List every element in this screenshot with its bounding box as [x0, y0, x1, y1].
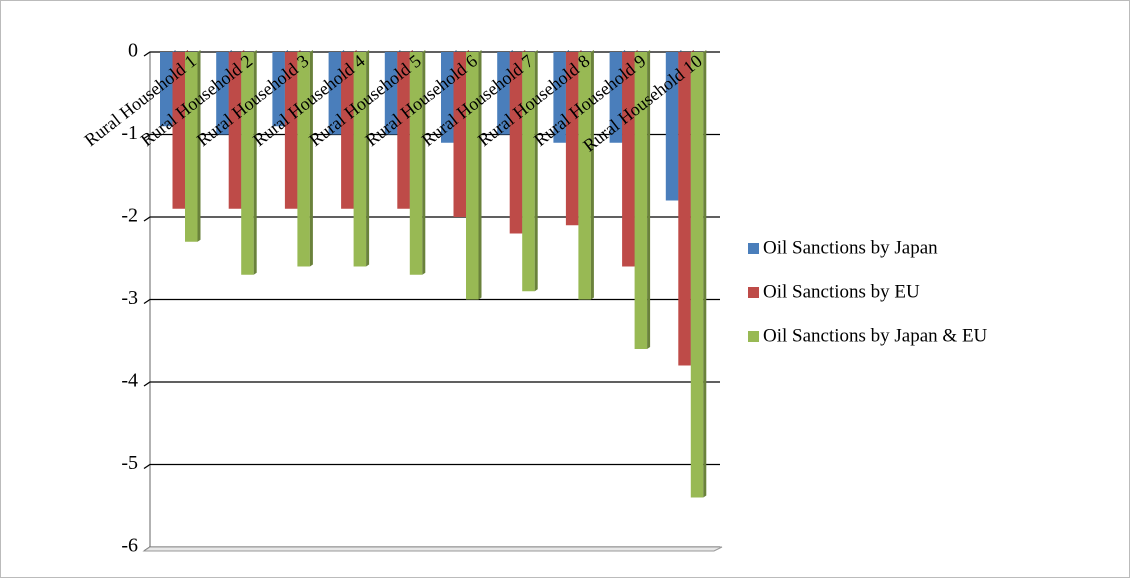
bar	[690, 50, 707, 498]
bar-front	[409, 52, 423, 275]
bar-front	[297, 52, 310, 267]
bar-front	[466, 52, 479, 300]
y-tick-label: -3	[121, 287, 138, 309]
bar-front	[622, 52, 635, 267]
bar-front	[553, 52, 566, 143]
bar	[353, 50, 370, 267]
bar-front	[228, 52, 242, 209]
bar-side	[253, 50, 257, 275]
y-tick-label: -5	[121, 452, 138, 474]
bar-front	[160, 52, 173, 127]
y-tick-label: -1	[121, 122, 138, 144]
legend-label: Oil Sanctions by Japan	[763, 237, 938, 258]
grid-line	[143, 463, 720, 470]
y-tick-label: 0	[128, 40, 138, 62]
bar-front	[441, 52, 454, 143]
bar	[578, 50, 594, 300]
y-tick-label: -4	[121, 370, 138, 392]
bar-side	[478, 50, 482, 300]
bar-side	[703, 50, 707, 498]
bar-front	[634, 52, 648, 349]
bar-front	[172, 52, 185, 209]
bar-side	[422, 50, 426, 275]
bar-front	[241, 52, 254, 275]
bar-side	[197, 50, 201, 242]
bar-side	[534, 50, 538, 292]
bar-front	[690, 52, 704, 498]
bar-front	[185, 52, 198, 242]
y-tick-label: -6	[121, 535, 138, 557]
legend-swatch	[748, 287, 759, 298]
bar	[241, 50, 257, 275]
legend-swatch	[748, 331, 759, 342]
bar-front	[453, 52, 466, 217]
bar-front	[341, 52, 354, 209]
bar-front	[665, 52, 679, 201]
bar	[297, 50, 313, 267]
bar	[634, 50, 651, 349]
bar-front	[678, 52, 691, 366]
bar-front	[353, 52, 367, 267]
bar-front	[384, 52, 398, 135]
bar	[466, 50, 482, 300]
floor	[142, 546, 723, 552]
legend-swatch	[748, 243, 759, 254]
bar-front	[328, 52, 342, 135]
bar	[522, 50, 538, 292]
grid-line	[143, 298, 720, 305]
bar	[409, 50, 426, 275]
bar-front	[216, 52, 229, 135]
legend-label: Oil Sanctions by EU	[763, 281, 920, 302]
bar-front	[497, 52, 510, 135]
bar-side	[590, 50, 594, 300]
y-tick-label: -2	[121, 205, 138, 227]
bar-side	[309, 50, 313, 267]
bar-front	[397, 52, 410, 209]
bar-front	[509, 52, 523, 234]
grid-line	[143, 381, 720, 387]
bar-front	[609, 52, 623, 143]
bar-side	[647, 50, 651, 349]
bar-front	[522, 52, 535, 292]
bar-front	[578, 52, 591, 300]
bar-front	[284, 52, 298, 209]
bar-front	[272, 52, 285, 127]
bar	[185, 50, 201, 242]
bar-side	[366, 50, 370, 267]
bar-front	[565, 52, 579, 226]
legend-label: Oil Sanctions by Japan & EU	[763, 325, 988, 346]
